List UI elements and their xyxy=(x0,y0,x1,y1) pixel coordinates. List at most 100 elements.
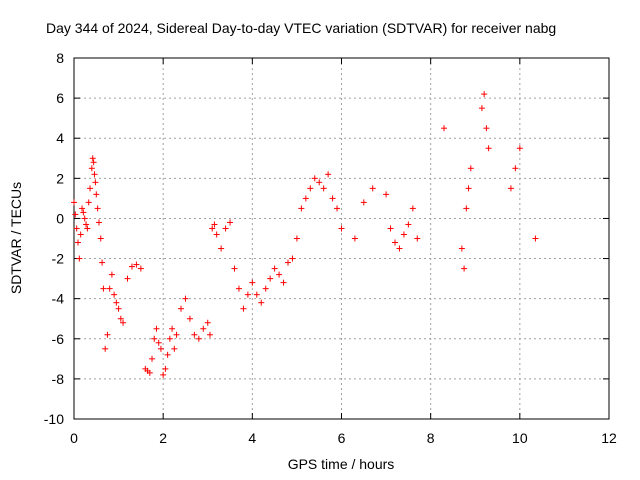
data-point xyxy=(231,265,238,272)
data-point xyxy=(104,331,111,338)
data-point xyxy=(160,371,167,378)
data-point xyxy=(99,259,106,266)
data-point xyxy=(262,285,269,292)
data-point xyxy=(117,315,124,322)
data-point xyxy=(396,245,403,252)
data-point xyxy=(97,235,104,242)
x-tick-label: 0 xyxy=(70,430,78,446)
y-tick-label: -4 xyxy=(52,291,65,307)
y-tick-label: -2 xyxy=(52,251,65,267)
data-point xyxy=(79,205,86,212)
data-point xyxy=(90,159,97,166)
data-point xyxy=(213,231,220,238)
data-point xyxy=(106,285,113,292)
data-point xyxy=(267,275,274,282)
y-tick-label: 4 xyxy=(56,130,64,146)
data-point xyxy=(516,145,523,152)
x-tick-label: 4 xyxy=(248,430,256,446)
data-point xyxy=(91,171,98,178)
data-point xyxy=(414,235,421,242)
data-point xyxy=(387,225,394,232)
data-point xyxy=(218,245,225,252)
data-point xyxy=(84,225,91,232)
data-point xyxy=(111,291,118,298)
data-point xyxy=(83,221,90,228)
data-point xyxy=(235,285,242,292)
data-point xyxy=(351,235,358,242)
data-point xyxy=(178,305,184,312)
data-point xyxy=(166,335,173,342)
data-point xyxy=(465,185,472,192)
data-point xyxy=(532,235,539,242)
data-point xyxy=(157,345,164,352)
data-point xyxy=(293,235,300,242)
data-point xyxy=(124,275,131,282)
data-point xyxy=(369,185,376,192)
data-point xyxy=(240,305,247,312)
data-point xyxy=(316,179,323,186)
x-tick-label: 8 xyxy=(427,430,435,446)
data-point xyxy=(171,345,178,352)
chart-title: Day 344 of 2024, Sidereal Day-to-day VTE… xyxy=(46,20,556,36)
data-point xyxy=(94,205,101,212)
data-point xyxy=(507,185,514,192)
data-point xyxy=(400,231,407,238)
data-point xyxy=(302,195,309,202)
data-point xyxy=(128,263,135,270)
data-point xyxy=(285,259,291,266)
y-tick-label: 2 xyxy=(56,170,64,186)
data-point xyxy=(258,299,265,306)
data-point xyxy=(80,209,87,216)
x-tick-label: 10 xyxy=(512,430,528,446)
data-point xyxy=(485,145,492,152)
y-tick-label: 8 xyxy=(56,50,64,66)
data-point xyxy=(325,171,332,178)
data-point xyxy=(92,179,99,186)
data-point xyxy=(512,165,519,172)
data-point xyxy=(102,345,109,352)
data-point xyxy=(133,261,140,268)
data-point xyxy=(186,315,193,322)
data-point xyxy=(483,125,490,132)
data-point xyxy=(73,225,80,232)
data-point xyxy=(244,291,251,298)
y-tick-label: -8 xyxy=(52,371,65,387)
data-point xyxy=(120,319,127,326)
data-point xyxy=(89,155,96,162)
data-point xyxy=(75,239,82,246)
data-point xyxy=(137,265,144,272)
data-point xyxy=(253,291,260,298)
data-point xyxy=(227,219,234,226)
data-point xyxy=(115,305,122,312)
data-point xyxy=(146,369,153,376)
data-point xyxy=(392,239,398,246)
data-point xyxy=(206,331,213,338)
data-point xyxy=(169,325,176,332)
x-tick-label: 6 xyxy=(338,430,346,446)
data-point xyxy=(329,195,336,202)
data-point xyxy=(441,125,448,132)
data-point xyxy=(87,185,94,192)
data-point xyxy=(151,335,158,342)
data-point xyxy=(249,279,256,286)
data-point xyxy=(93,191,100,198)
data-points xyxy=(71,91,539,378)
data-point xyxy=(200,325,207,332)
data-point xyxy=(458,245,465,252)
data-point xyxy=(405,221,412,228)
data-point xyxy=(334,205,341,212)
data-point xyxy=(153,325,160,332)
y-axis-title: SDTVAR / TECUs xyxy=(8,182,24,294)
data-point xyxy=(463,205,470,212)
data-point xyxy=(461,265,468,272)
data-point xyxy=(113,299,120,306)
grid-layer xyxy=(74,58,609,419)
data-point xyxy=(307,185,314,192)
data-point xyxy=(276,271,283,278)
data-point xyxy=(173,331,180,338)
x-axis-title: GPS time / hours xyxy=(288,456,395,472)
data-point xyxy=(222,225,229,232)
y-tick-label: 6 xyxy=(56,90,64,106)
data-point xyxy=(360,199,367,206)
